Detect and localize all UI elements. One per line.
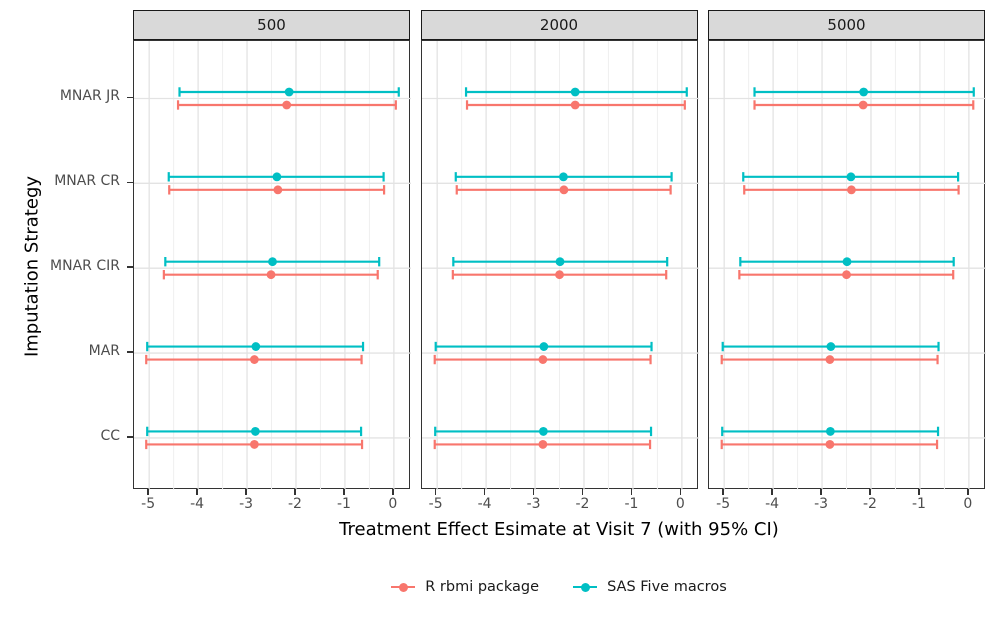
x-tick-mark [820, 489, 822, 495]
x-tick-label: -2 [288, 496, 302, 512]
panel-plot-area [134, 41, 411, 490]
facet-strip-label: 2000 [420, 10, 698, 40]
x-tick-label: -1 [911, 496, 926, 512]
y-tick-mark [127, 351, 133, 353]
legend-label: SAS Five macros [607, 579, 727, 595]
x-tick-mark [532, 489, 535, 495]
y-tick-mark [127, 266, 133, 268]
x-tick-mark [918, 489, 920, 495]
y-tick-label: MNAR CIR [50, 258, 120, 275]
x-tick-mark [294, 489, 296, 495]
y-tick-label: MNAR CR [54, 173, 120, 190]
x-tick-label: -4 [477, 496, 492, 512]
legend-item-sas-macros: SAS Five macros [573, 579, 727, 595]
errorbar-point-icon [391, 581, 416, 593]
panel-plot-area [709, 41, 986, 490]
x-tick-mark [392, 489, 394, 495]
x-tick-label: -3 [239, 496, 254, 512]
x-tick-label: -3 [526, 496, 541, 512]
panel-plot-area [421, 41, 699, 490]
x-tick-mark [434, 489, 437, 495]
x-tick-mark [630, 489, 633, 495]
legend: R rbmi package SAS Five macros [133, 574, 985, 600]
x-tick-mark [679, 489, 682, 495]
legend-label: R rbmi package [425, 579, 540, 595]
y-tick-mark [127, 181, 133, 184]
x-tick-label: 0 [675, 496, 685, 512]
x-tick-mark [483, 489, 486, 495]
x-tick-label: -1 [624, 496, 639, 512]
x-axis-ticks: -5 -4 -3 -2 -1 0 [708, 489, 985, 519]
y-tick-label: MNAR JR [59, 88, 120, 105]
x-tick-label: -2 [575, 496, 590, 512]
x-tick-label: -4 [190, 496, 205, 512]
x-tick-mark [196, 489, 198, 495]
y-tick-mark [127, 436, 133, 438]
facet-panel-500: 500 -5 -4 -3 -2 -1 0 [133, 10, 411, 512]
x-tick-mark [581, 489, 584, 495]
y-tick-mark [127, 96, 133, 99]
x-tick-label: -2 [863, 496, 877, 512]
legend-dot [580, 582, 590, 592]
x-tick-label: 0 [963, 496, 973, 512]
y-axis-labels: MNAR JR MNAR CR MNAR CIR MAR CC [0, 10, 133, 510]
legend-dot [398, 582, 408, 592]
facet-panel-2000: 2000 -5 -4 -3 -2 -1 0 [420, 10, 699, 512]
x-tick-label: -3 [814, 496, 829, 512]
x-tick-label: -5 [716, 496, 731, 512]
facet-panel-5000: 5000 -5 -4 -3 -2 -1 0 [708, 10, 986, 512]
x-tick-mark [869, 489, 871, 495]
y-tick-label: CC [100, 427, 120, 444]
errorbar-point-icon [573, 581, 598, 593]
facet-strip-label: 500 [133, 10, 410, 40]
plot-panel [133, 40, 411, 490]
plot-panel [708, 40, 986, 490]
x-tick-mark [967, 489, 969, 495]
x-axis-title: Treatment Effect Esimate at Visit 7 (wit… [339, 519, 779, 540]
x-tick-label: -4 [765, 496, 780, 512]
x-tick-label: 0 [388, 496, 398, 512]
x-tick-label: -1 [336, 496, 351, 512]
x-axis-ticks: -5 -4 -3 -2 -1 0 [421, 489, 698, 519]
legend-item-r-rbmi: R rbmi package [391, 579, 539, 595]
x-axis-ticks: -5 -4 -3 -2 -1 0 [133, 489, 410, 519]
x-tick-mark [245, 489, 247, 495]
plot-panel [420, 40, 699, 490]
x-tick-mark [771, 489, 773, 495]
x-tick-label: -5 [428, 496, 443, 512]
x-tick-mark [343, 489, 345, 495]
x-tick-mark [722, 489, 724, 495]
x-tick-label: -5 [141, 496, 156, 512]
y-tick-label: MAR [88, 343, 120, 360]
x-tick-mark [147, 489, 149, 495]
facet-strip-label: 5000 [708, 10, 985, 40]
